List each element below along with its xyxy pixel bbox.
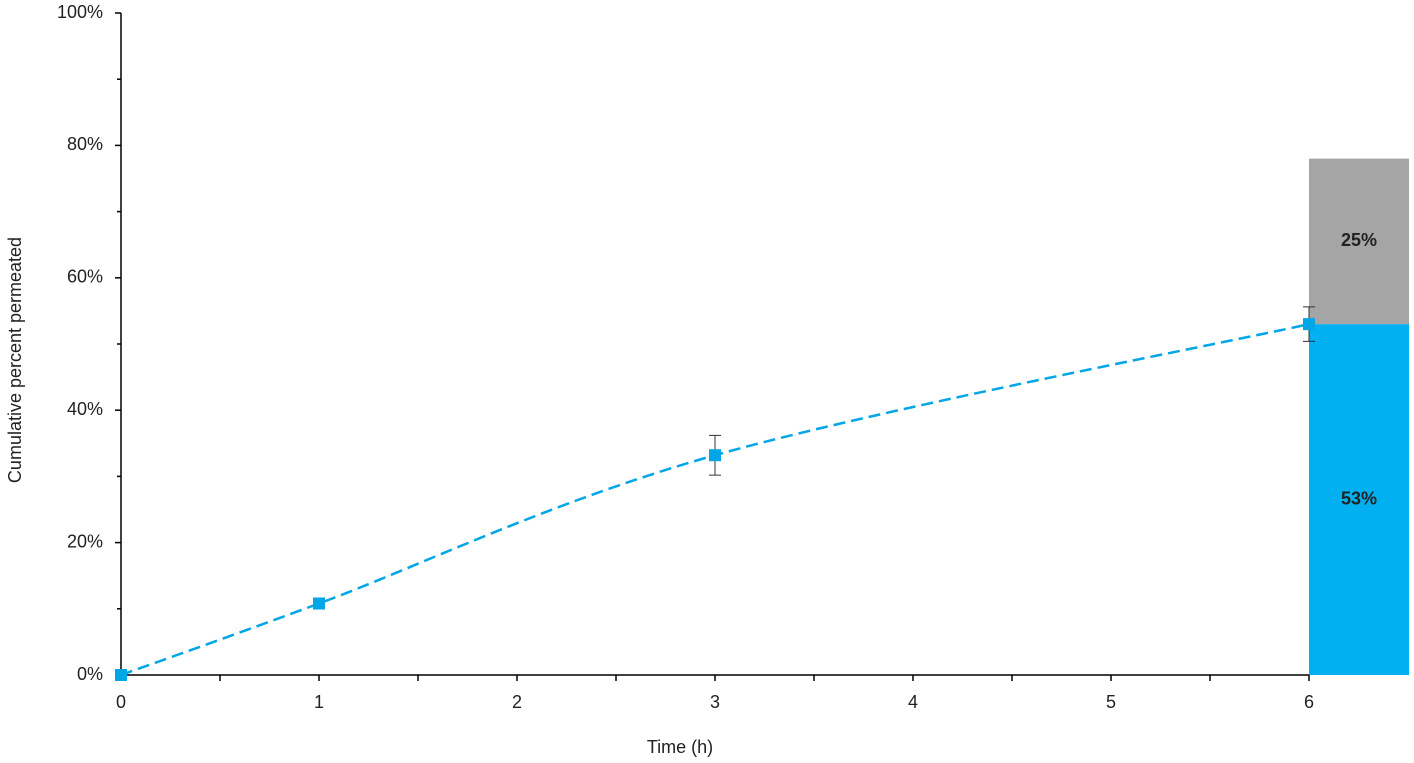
x-tick-label: 1 [314,692,324,712]
y-tick-label: 60% [67,267,103,287]
data-point [115,669,127,681]
bar-value-label: 53% [1341,488,1377,508]
x-tick-label: 4 [908,692,918,712]
x-axis-label: Time (h) [647,737,713,757]
y-axis-label: Cumulative percent permeated [5,237,25,483]
data-point [1303,318,1315,331]
y-tick-label: 20% [67,531,103,551]
stacked-bar-segment [1309,324,1409,675]
y-tick-label: 80% [67,134,103,154]
data-point [709,449,721,462]
y-tick-label: 40% [67,399,103,419]
x-tick-label: 6 [1304,692,1314,712]
x-tick-label: 3 [710,692,720,712]
x-tick-label: 5 [1106,692,1116,712]
y-tick-label: 0% [77,664,103,684]
x-tick-label: 0 [116,692,126,712]
data-point [313,597,325,610]
y-tick-label: 100% [57,2,103,22]
x-tick-label: 2 [512,692,522,712]
series-line [120,322,1310,677]
stacked-bar-segment [1309,158,1409,325]
bar-value-label: 25% [1341,230,1377,250]
